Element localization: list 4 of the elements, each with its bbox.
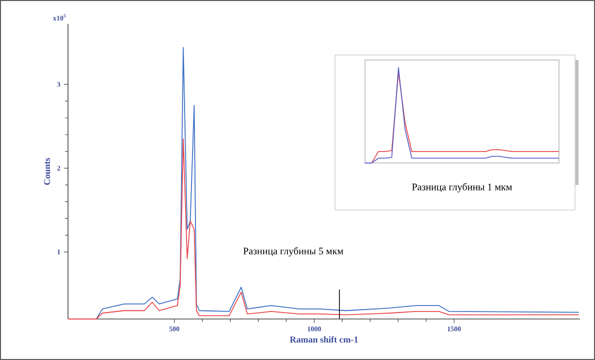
y-axis-title: Counts [44, 158, 50, 185]
x-axis-title: Raman shift cm-1 [290, 336, 358, 343]
annotation: Разница глубины 5 мкм [243, 247, 344, 256]
annotation: Разница глубины 1 мкм [412, 183, 512, 192]
